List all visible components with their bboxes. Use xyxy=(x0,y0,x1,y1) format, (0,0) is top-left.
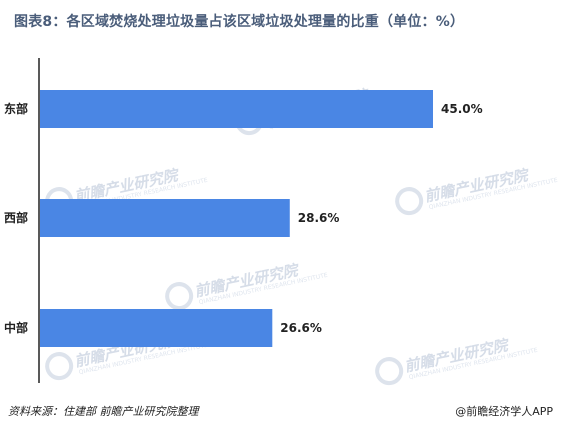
category-label: 中部 xyxy=(4,320,28,335)
chart-title: 图表8：各区域焚烧处理垃圾量占该区域垃圾处理量的比重（单位：%） xyxy=(14,14,465,30)
bars-group xyxy=(40,90,433,347)
bar-1 xyxy=(40,199,290,237)
source-note: 资料来源：住建部 前瞻产业研究院整理 xyxy=(8,405,199,418)
bar-2 xyxy=(40,309,273,347)
value-label: 45.0% xyxy=(441,102,483,116)
bar-0 xyxy=(40,90,433,128)
value-label: 28.6% xyxy=(298,211,340,225)
category-label: 东部 xyxy=(4,101,28,116)
credit-note: @前瞻经济学人APP xyxy=(455,405,553,418)
value-label: 26.6% xyxy=(280,321,322,335)
category-label: 西部 xyxy=(4,210,28,225)
value-labels: 45.0% 28.6% 26.6% xyxy=(280,102,482,335)
